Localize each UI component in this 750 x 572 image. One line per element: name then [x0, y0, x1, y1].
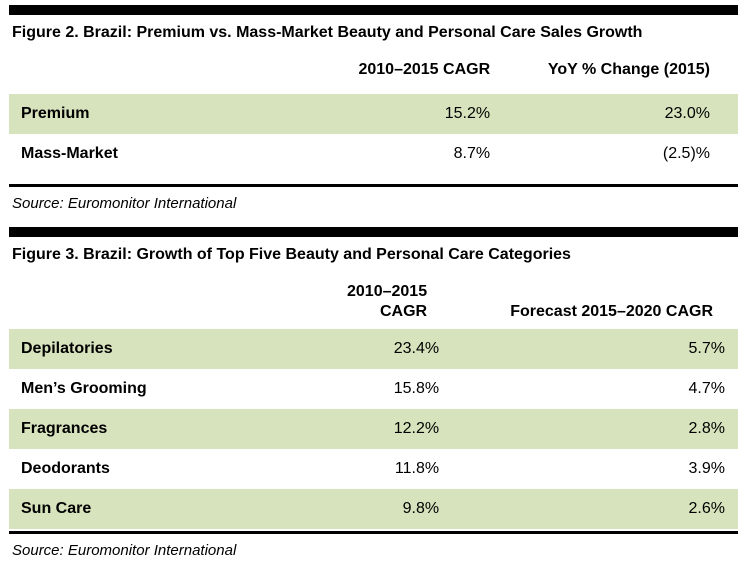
figure-3-header-row: 2010–2015 CAGR Forecast 2015–2020 CAGR [9, 274, 738, 329]
figure-3-header-forecast: Forecast 2015–2020 CAGR [510, 303, 713, 320]
row-label-fragrances: Fragrances [21, 420, 108, 437]
figure-3-block: Figure 3. Brazil: Growth of Top Five Bea… [9, 227, 738, 572]
mass-market-cagr-value: 8.7% [453, 145, 491, 162]
figure-2-header-blank [9, 52, 301, 94]
mass-market-yoy-value: (2.5)% [662, 145, 710, 162]
table-row-premium: Premium 15.2% 23.0% [9, 94, 738, 134]
mens-grooming-cagr-value: 15.8% [393, 380, 440, 397]
row-label-premium: Premium [21, 105, 90, 122]
depilatories-forecast-value: 5.7% [688, 340, 725, 357]
figure-2-header-yoy: YoY % Change (2015) [547, 61, 710, 78]
figure-2-source-note: Source: Euromonitor International [12, 195, 237, 212]
deodorants-cagr-value: 11.8% [394, 460, 440, 477]
premium-yoy-value: 23.0% [664, 105, 710, 122]
figure-2-table: 2010–2015 CAGR YoY % Change (2015) Premi… [9, 52, 738, 174]
figure-2-header-cagr: 2010–2015 CAGR [358, 61, 491, 78]
figure-3-title: Figure 3. Brazil: Growth of Top Five Bea… [12, 246, 571, 263]
figure-2-header-row: 2010–2015 CAGR YoY % Change (2015) [9, 52, 738, 94]
figure-2-block: Figure 2. Brazil: Premium vs. Mass-Marke… [9, 5, 738, 225]
row-label-deodorants: Deodorants [21, 460, 110, 477]
figure-3-table: 2010–2015 CAGR Forecast 2015–2020 CAGR D… [9, 274, 738, 529]
figure-2-top-rule [9, 5, 738, 15]
sun-care-cagr-value: 9.8% [402, 500, 440, 517]
table-row-fragrances: Fragrances 12.2% 2.8% [9, 409, 738, 449]
table-row-mass-market: Mass-Market 8.7% (2.5)% [9, 134, 738, 174]
figure-3-header-cagr: 2010–2015 CAGR [347, 283, 428, 320]
table-row-sun-care: Sun Care 9.8% 2.6% [9, 489, 738, 529]
deodorants-forecast-value: 3.9% [688, 460, 725, 477]
row-label-mass-market: Mass-Market [21, 145, 118, 162]
depilatories-cagr-value: 23.4% [393, 340, 440, 357]
figure-3-top-rule [9, 227, 738, 237]
fragrances-forecast-value: 2.8% [688, 420, 725, 437]
table-row-depilatories: Depilatories 23.4% 5.7% [9, 329, 738, 369]
row-label-depilatories: Depilatories [21, 340, 113, 357]
table-row-mens-grooming: Men’s Grooming 15.8% 4.7% [9, 369, 738, 409]
mens-grooming-forecast-value: 4.7% [688, 380, 725, 397]
row-label-sun-care: Sun Care [21, 500, 92, 517]
table-row-deodorants: Deodorants 11.8% 3.9% [9, 449, 738, 489]
sun-care-forecast-value: 2.6% [688, 500, 725, 517]
figure-2-title: Figure 2. Brazil: Premium vs. Mass-Marke… [12, 24, 643, 41]
figure-3-table-wrap: 2010–2015 CAGR Forecast 2015–2020 CAGR D… [9, 274, 738, 534]
premium-cagr-value: 15.2% [444, 105, 491, 122]
row-label-mens-grooming: Men’s Grooming [21, 380, 147, 397]
fragrances-cagr-value: 12.2% [393, 420, 440, 437]
figure-3-source-note: Source: Euromonitor International [12, 542, 237, 559]
figure-2-table-wrap: 2010–2015 CAGR YoY % Change (2015) Premi… [9, 52, 738, 187]
figure-3-header-blank [9, 274, 301, 329]
